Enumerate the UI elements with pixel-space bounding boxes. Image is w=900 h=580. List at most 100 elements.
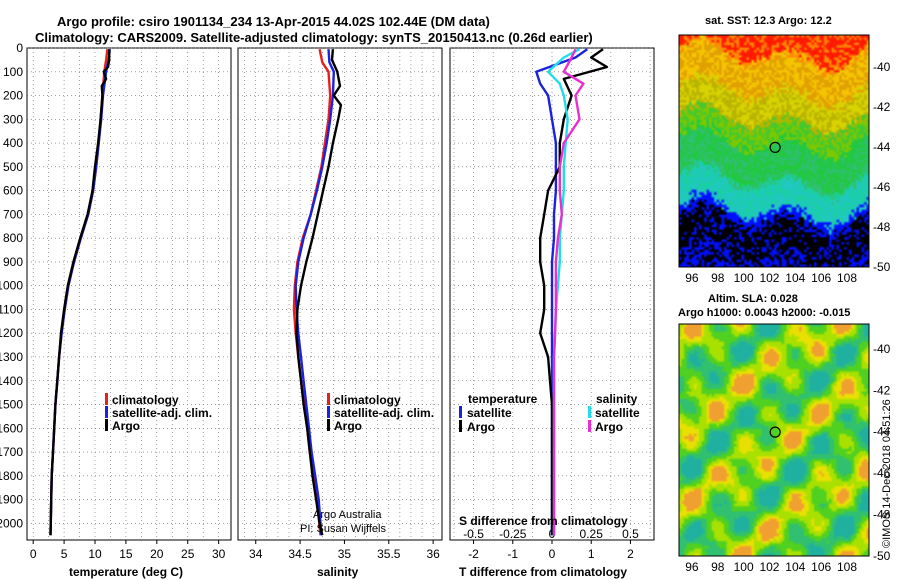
title-line-2: Climatology: CARS2009. Satellite-adjuste… — [35, 30, 593, 45]
map-y-tick-label: -50 — [873, 549, 891, 563]
x-tick-label: 34.5 — [288, 547, 312, 561]
title-line-1: Argo profile: csiro 1901134_234 13-Apr-2… — [57, 14, 490, 29]
x-tick-label: 10 — [88, 547, 102, 561]
sst-map — [678, 34, 870, 268]
map-x-tick-label: 96 — [685, 271, 699, 285]
y-tick-label: 1600 — [0, 421, 23, 435]
legend-swatch-sal-argo — [588, 420, 591, 432]
y-tick-label: 1900 — [0, 493, 23, 507]
y-tick-label: 2000 — [0, 516, 23, 530]
y-tick-label: 700 — [3, 207, 23, 221]
map-x-tick-label: 108 — [837, 271, 857, 285]
legend-label-satellite: satellite-adj. clim. — [112, 406, 212, 420]
series-line-satellite-adj-clim- — [294, 49, 335, 536]
legend-swatch-sal-satellite — [588, 406, 591, 418]
map-y-tick-label: -44 — [873, 140, 891, 154]
salinity-plot-area — [237, 47, 443, 541]
legend-label-climatology: climatology — [112, 393, 179, 407]
map-y-tick-label: -42 — [873, 100, 891, 114]
x-tick-label: 36 — [426, 547, 440, 561]
x2-tick-label: 0.5 — [622, 527, 639, 541]
legend-label-argo: Argo — [112, 419, 140, 433]
y-tick-label: 0 — [16, 41, 23, 55]
map-x-tick-label: 102 — [759, 560, 779, 574]
map-x-tick-label: 98 — [711, 560, 725, 574]
series-line-argo — [49, 49, 111, 536]
map-y-tick-label: -40 — [873, 60, 891, 74]
y-tick-label: 600 — [3, 184, 23, 198]
y-tick-label: 1700 — [0, 445, 23, 459]
legend-swatch-argo — [105, 419, 108, 431]
legend-title-temperature: temperature — [468, 392, 538, 406]
series-line-argo — [295, 49, 343, 536]
sst-profile-marker — [769, 141, 781, 153]
legend-label-temp-argo: Argo — [467, 420, 495, 434]
sst-map-title: sat. SST: 12.3 Argo: 12.2 — [705, 15, 832, 27]
sla-map-image — [679, 324, 869, 556]
x-tick-label: 15 — [119, 547, 133, 561]
difference-x-axis-label: T difference from climatology — [459, 565, 627, 579]
grid-lines — [27, 47, 654, 540]
sst-map-frame — [678, 34, 870, 268]
x-tick-label: 0 — [30, 547, 37, 561]
series-line-climatology — [49, 49, 109, 536]
temperature-legend: climatology satellite-adj. clim. Argo — [105, 393, 212, 433]
legend-swatch-argo — [327, 419, 330, 431]
salinity-legend: climatology satellite-adj. clim. Argo — [327, 393, 434, 433]
legend-label-argo: Argo — [334, 419, 362, 433]
imos-credit: ©IMOS 14-Dec-2018 04:51:26 — [881, 399, 893, 548]
map-y-tick-label: -46 — [873, 180, 891, 194]
x-tick-label: 35.5 — [377, 547, 401, 561]
y-tick-label: 1100 — [0, 302, 23, 316]
map-y-tick-label: -48 — [873, 220, 891, 234]
y-tick-label: 900 — [3, 255, 23, 269]
legend-label-sal-argo: Argo — [595, 420, 623, 434]
legend-label-sal-satellite: satellite — [595, 406, 640, 420]
x-tick-label: 0 — [549, 547, 556, 561]
map-y-tick-label: -48 — [873, 508, 891, 522]
map-x-tick-label: 96 — [685, 560, 699, 574]
sst-map-image — [679, 35, 869, 267]
map-x-tick-label: 100 — [734, 271, 754, 285]
difference-legend: temperature salinity satellite Argo sate… — [459, 392, 640, 434]
y-tick-label: 500 — [3, 160, 23, 174]
x-tick-label: 30 — [212, 547, 226, 561]
sla-map — [678, 323, 870, 557]
map-x-tick-label: 102 — [759, 271, 779, 285]
map-y-tick-label: -44 — [873, 425, 891, 439]
legend-label-temp-satellite: satellite — [467, 406, 512, 420]
x-tick-label: 35 — [338, 547, 352, 561]
sla-map-title-2: Argo h1000: 0.0043 h2000: -0.015 — [678, 307, 850, 319]
map-y-tick-label: -50 — [873, 260, 891, 274]
legend-swatch-temp-satellite — [459, 406, 462, 418]
map-x-tick-label: 106 — [811, 271, 831, 285]
x-tick-label: 20 — [150, 547, 164, 561]
y-tick-label: 1000 — [0, 279, 23, 293]
map-y-tick-label: -42 — [873, 383, 891, 397]
y-tick-label: 1500 — [0, 398, 23, 412]
y-tick-label: 1200 — [0, 326, 23, 340]
y-tick-label: 300 — [3, 112, 23, 126]
legend-swatch-temp-argo — [459, 420, 462, 432]
map-x-tick-label: 98 — [711, 271, 725, 285]
x-tick-label: -2 — [468, 547, 479, 561]
sla-map-title-1: Altim. SLA: 0.028 — [708, 293, 798, 305]
x-tick-label: 1 — [588, 547, 595, 561]
series-line-temperature-argo — [539, 48, 609, 536]
data-series — [49, 48, 609, 536]
x2-tick-label: -0.25 — [499, 527, 527, 541]
map-x-tick-label: 104 — [785, 271, 805, 285]
map-x-tick-label: 104 — [785, 560, 805, 574]
y-tick-label: 100 — [3, 65, 23, 79]
x2-tick-label: -0.5 — [463, 527, 484, 541]
x-tick-label: 34 — [249, 547, 263, 561]
y-tick-label: 1300 — [0, 350, 23, 364]
difference-x2-axis-label: S difference from climatology — [459, 514, 628, 528]
legend-swatch-climatology — [105, 393, 108, 405]
note-argo-australia: Argo Australia — [313, 509, 382, 521]
legend-title-salinity: salinity — [596, 392, 638, 406]
x2-tick-label: 0.25 — [580, 527, 604, 541]
y-tick-label: 800 — [3, 231, 23, 245]
x-tick-label: 5 — [61, 547, 68, 561]
